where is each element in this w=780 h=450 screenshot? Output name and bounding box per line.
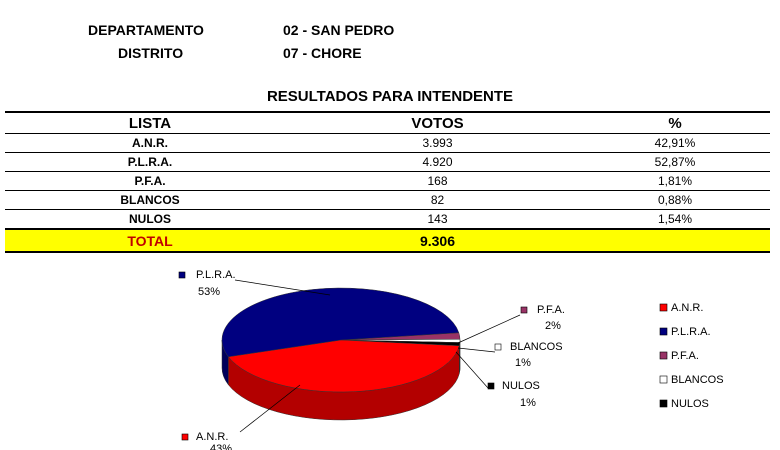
cell: % (580, 111, 770, 134)
data-row: P.L.R.A. 4.920 52,87% (5, 152, 770, 172)
legend-label: A.N.R. (671, 302, 703, 314)
legend-label: BLANCOS (671, 374, 724, 386)
cell: P.F.A. (5, 171, 295, 191)
legend-label: P.F.A. (671, 350, 699, 362)
cell (580, 228, 770, 253)
cell: 42,91% (580, 133, 770, 153)
cell: 168 (295, 171, 580, 191)
cell: BLANCOS (5, 190, 295, 210)
cell: 82 (295, 190, 580, 210)
cell: LISTA (5, 111, 295, 134)
slice-value: 43% (210, 443, 232, 450)
leader-line (457, 314, 521, 344)
table-title: RESULTADOS PARA INTENDENTE (266, 88, 514, 105)
slice-label: NULOS (502, 380, 540, 392)
data-row: A.N.R. 3.993 42,91% (5, 133, 770, 153)
tot-row: TOTAL 9.306 (5, 228, 770, 253)
cell: VOTOS (295, 111, 580, 134)
slice-value: 2% (545, 320, 561, 332)
legend-swatch (659, 351, 668, 360)
head-row: LISTA VOTOS% (5, 111, 770, 134)
cell: 0,88% (580, 190, 770, 210)
header-label: DISTRITO (118, 45, 184, 61)
leader-line (239, 384, 301, 433)
legend-swatch (659, 303, 668, 312)
cell: 9.306 (295, 228, 580, 253)
legend-swatch (659, 399, 668, 408)
pie-slice (227, 339, 460, 393)
results-table: LISTA VOTOS% A.N.R. 3.993 42,91% P.L.R.A. 4.92… (5, 111, 770, 253)
header-value: 02 - SAN PEDRO (283, 22, 395, 38)
label-marker (487, 382, 495, 390)
slice-label: BLANCOS (510, 341, 563, 353)
cell: 4.920 (295, 152, 580, 172)
slice-value: 1% (515, 357, 531, 369)
label-marker (494, 343, 502, 351)
slice-value: 53% (198, 286, 220, 298)
legend-swatch (659, 327, 668, 336)
cell: 3.993 (295, 133, 580, 153)
slice-label: P.F.A. (537, 304, 565, 316)
cell: 52,87% (580, 152, 770, 172)
header-value: 07 - CHORE (283, 45, 362, 61)
legend-label: NULOS (671, 398, 709, 410)
slice-label: P.L.R.A. (196, 269, 236, 281)
cell: A.N.R. (5, 133, 295, 153)
leader-line (234, 279, 331, 296)
legend-label: P.L.R.A. (671, 326, 711, 338)
cell: TOTAL (5, 228, 295, 253)
slice-label: A.N.R. (196, 431, 228, 443)
cell: P.L.R.A. (5, 152, 295, 172)
pie-slice (221, 287, 460, 358)
label-marker (178, 271, 186, 279)
label-marker (181, 433, 189, 441)
label-marker (520, 306, 528, 314)
leader-line (455, 351, 489, 389)
legend-swatch (659, 375, 668, 384)
header-label: DEPARTAMENTO (88, 22, 204, 38)
data-row: BLANCOS 82 0,88% (5, 190, 770, 210)
cell: 1,81% (580, 171, 770, 191)
leader-line (457, 347, 496, 353)
data-row: P.F.A. 168 1,81% (5, 171, 770, 191)
slice-value: 1% (520, 397, 536, 409)
